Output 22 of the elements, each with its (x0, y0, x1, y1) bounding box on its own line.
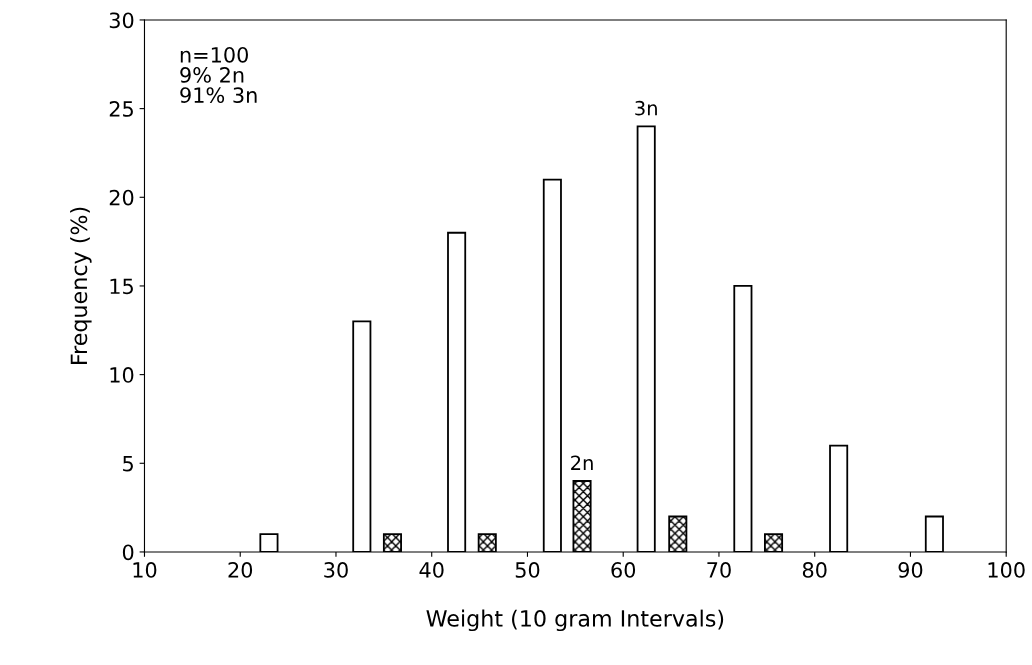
x-tick-label: 20 (228, 562, 253, 578)
y-tick-label: 5 (123, 456, 133, 472)
y-tick-label: 25 (109, 101, 133, 117)
series-label: 3n (635, 100, 657, 116)
x-axis-title: Weight (10 gram Intervals) (426, 609, 724, 632)
x-tick-label: 50 (515, 562, 540, 578)
y-tick-label: 0 (122, 544, 134, 561)
y-tick-label: 10 (110, 367, 134, 383)
x-tick-label: 70 (707, 562, 731, 578)
x-tick-label: 100 (988, 562, 1025, 578)
y-tick-label: 30 (109, 12, 134, 29)
x-tick-label: 80 (802, 562, 827, 578)
y-tick-label: 15 (110, 278, 133, 295)
x-tick-label: 90 (898, 562, 923, 578)
series-label: 2n (571, 455, 593, 470)
x-tick-label: 40 (419, 562, 444, 578)
annotation: n=100 9% 2n 91% 3n (180, 46, 257, 103)
x-tick-label: 60 (611, 562, 636, 578)
y-tick-label: 20 (109, 189, 134, 206)
y-axis-title: Frequency (%) (70, 207, 92, 364)
x-tick-label: 30 (324, 562, 348, 578)
x-tick-label: 10 (133, 562, 157, 578)
